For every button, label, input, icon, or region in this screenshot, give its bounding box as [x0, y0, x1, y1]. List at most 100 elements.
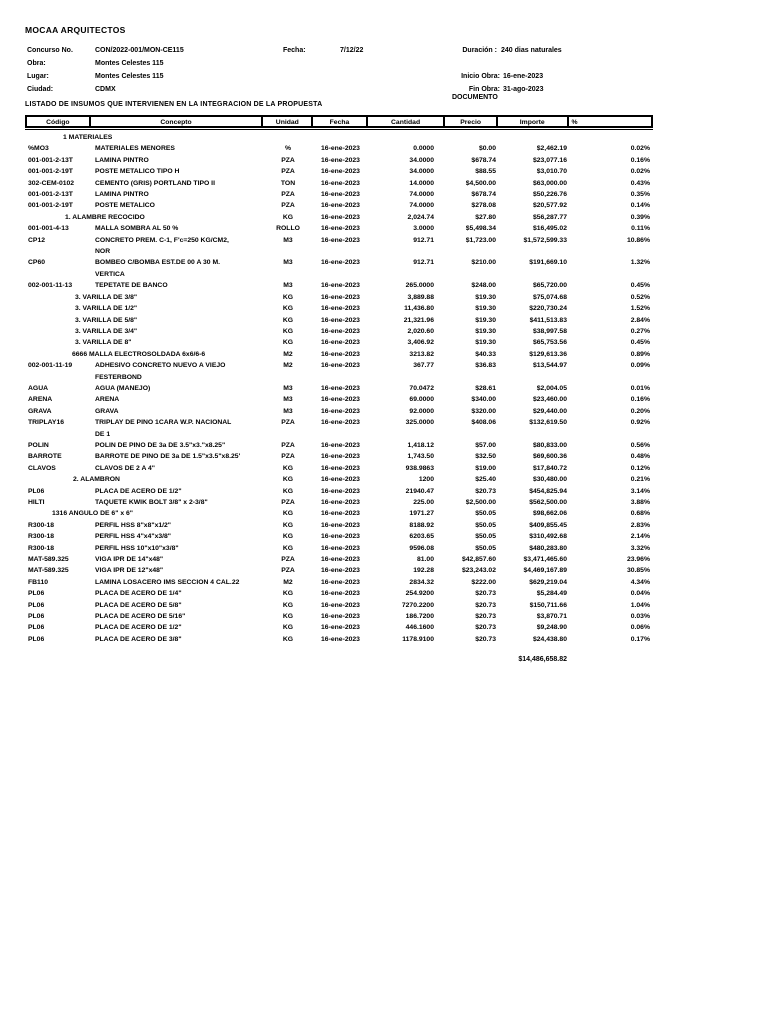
row-amount: $30,480.00: [532, 476, 567, 484]
row-amount: $23,460.00: [532, 396, 567, 404]
row-qty: 74.0000: [409, 191, 434, 199]
row-qty: 3,889.88: [407, 293, 434, 301]
row-price: $57.00: [475, 441, 496, 449]
row-concept: LAMINA PINTRO: [95, 156, 149, 164]
row-date: 16-ene-2023: [321, 168, 360, 176]
row-code: ARENA: [28, 396, 53, 404]
row-code: 001-001-2-19T: [28, 202, 73, 210]
row-pct: 30.85%: [626, 567, 650, 575]
row-concept: PERFIL HSS 10"x10"x3/8": [95, 544, 179, 552]
row-qty: 1178.9100: [402, 635, 434, 643]
row-concept: MATERIALES MENORES: [95, 145, 175, 153]
duracion-value: 240 dias naturales: [501, 47, 562, 54]
row-date: 16-ene-2023: [321, 544, 360, 552]
table-row: 1. ALAMBRE RECOCIDO KG 16-ene-2023 2,024.74…: [25, 212, 653, 223]
row-unit: PZA: [281, 453, 295, 461]
row-pct: 0.68%: [630, 510, 650, 518]
row-code: CP12: [28, 236, 46, 244]
row-price: $222.00: [471, 578, 496, 586]
row-pct: 0.27%: [630, 327, 650, 335]
row-concept: VIGA IPR DE 12"x48": [95, 567, 164, 575]
row-price: $248.00: [471, 282, 496, 290]
row-pct: 0.11%: [631, 225, 650, 233]
table-body: 1 MATERIALES %MO3 MATERIALES MENORES% 16-en…: [25, 132, 653, 645]
row-date: 16-ene-2023: [321, 590, 360, 598]
row-qty: 6203.65: [409, 533, 434, 541]
row-amount: $4,469,167.89: [523, 567, 567, 575]
table-row: GRAVA GRAVA M3 16-ene-2023 92.0000 $320.00 $29…: [25, 406, 653, 417]
row-unit: KG: [282, 339, 294, 347]
row-code: PL06: [28, 601, 45, 609]
row-concept: POLIN DE PINO DE 3a DE 3.5"x3."x8.25": [95, 441, 226, 449]
header-pct: %: [571, 119, 578, 126]
row-code: TRIPLAY16: [28, 419, 65, 427]
row-date: 16-ene-2023: [321, 156, 360, 164]
header-precio: Precio: [445, 117, 498, 126]
fecha-label: Fecha:: [283, 47, 306, 54]
table-row: TRIPLAY16 TRIPLAY DE PINO 1CARA W.P. NACI…: [25, 417, 653, 440]
row-qty: 265.0000: [405, 282, 434, 290]
row-concept: VIGA IPR DE 14"x48": [95, 556, 164, 564]
row-date: 16-ene-2023: [321, 191, 360, 199]
row-unit: M3: [283, 396, 293, 404]
row-price: $0.00: [478, 145, 496, 153]
documento-label: DOCUMENTO: [452, 94, 498, 101]
row-qty: 186.7200: [405, 613, 434, 621]
row-pct: 0.02%: [630, 168, 650, 176]
row-pct: 0.56%: [630, 441, 650, 449]
row-price: $20.73: [475, 635, 496, 643]
row-price: $320.00: [471, 407, 496, 415]
row-amount: $69,600.36: [532, 453, 567, 461]
row-price: $2,500.00: [465, 499, 496, 506]
row-code: 002-001-11-19: [28, 362, 73, 370]
row-code: 001-001-4-13: [28, 225, 69, 233]
row-pct: 0.04%: [630, 590, 650, 598]
row-amount: $562,500.00: [529, 499, 567, 506]
row-price: $23,243.02: [461, 567, 496, 575]
row-unit: KG: [282, 213, 294, 221]
row-date: 16-ene-2023: [321, 236, 360, 244]
row-date: 16-ene-2023: [321, 499, 360, 506]
table-row: 1 MATERIALES: [25, 132, 653, 143]
row-qty: 74.0000: [409, 202, 434, 210]
row-amount: $132,619.50: [529, 419, 567, 427]
row-qty: 69.0000: [409, 396, 434, 404]
row-unit: KG: [282, 305, 294, 313]
table-row: 002-001-11-13 TEPETATE DE BANCO M3 16-ene-2…: [25, 280, 653, 291]
row-qty: 70.0472: [409, 384, 434, 392]
row-price: $40.33: [475, 350, 496, 358]
row-amount: $3,471,465.60: [523, 556, 567, 564]
row-concept: AGUA (MANEJO): [95, 384, 151, 392]
row-qty: 8188.92: [409, 521, 434, 529]
row-concept: CLAVOS DE 2 A 4": [95, 464, 155, 472]
row-qty: 34.0000: [409, 156, 434, 164]
row-pct: 0.39%: [630, 213, 650, 221]
row-qty: 81.00: [416, 556, 434, 564]
table-row: 001-001-4-13 MALLA SOMBRA AL 50 % ROLLO 16-…: [25, 223, 653, 234]
row-qty: 1971.27: [409, 510, 434, 518]
row-qty: 367.77: [413, 362, 434, 370]
row-amount: $2,462.19: [536, 145, 567, 153]
row-unit: ROLLO: [276, 225, 300, 233]
total-row: $14,486,658.82: [25, 654, 653, 665]
row-price: $408.06: [471, 419, 496, 427]
row-amount: $63,000.00: [532, 179, 567, 187]
row-price: $19.30: [475, 316, 496, 324]
row-amount: $17,840.72: [532, 464, 567, 472]
row-amount: $80,833.00: [532, 441, 567, 449]
row-pct: 0.45%: [630, 282, 650, 290]
row-price: $50.05: [475, 533, 496, 541]
row-concept-span: 3. VARILLA DE 3/8": [75, 293, 138, 301]
row-date: 16-ene-2023: [321, 441, 360, 449]
row-concept: PLACA DE ACERO DE 3/8": [95, 635, 182, 643]
row-qty: 0.0000: [413, 145, 434, 153]
row-amount: $29,440.00: [532, 407, 567, 415]
meta-line-ciudad: Ciudad: CDMX: [27, 86, 116, 93]
row-date: 16-ene-2023: [321, 350, 360, 358]
row-concept: LAMINA LOSACERO IMS SECCION 4 CAL.22: [95, 578, 240, 586]
table-row: CLAVOS CLAVOS DE 2 A 4" KG 16-ene-2023 938.9…: [25, 463, 653, 474]
fin-obra-value: 31-ago-2023: [503, 86, 544, 93]
row-pct: 0.20%: [630, 407, 650, 415]
row-unit: PZA: [281, 441, 295, 449]
row-price: $36.83: [475, 362, 496, 370]
